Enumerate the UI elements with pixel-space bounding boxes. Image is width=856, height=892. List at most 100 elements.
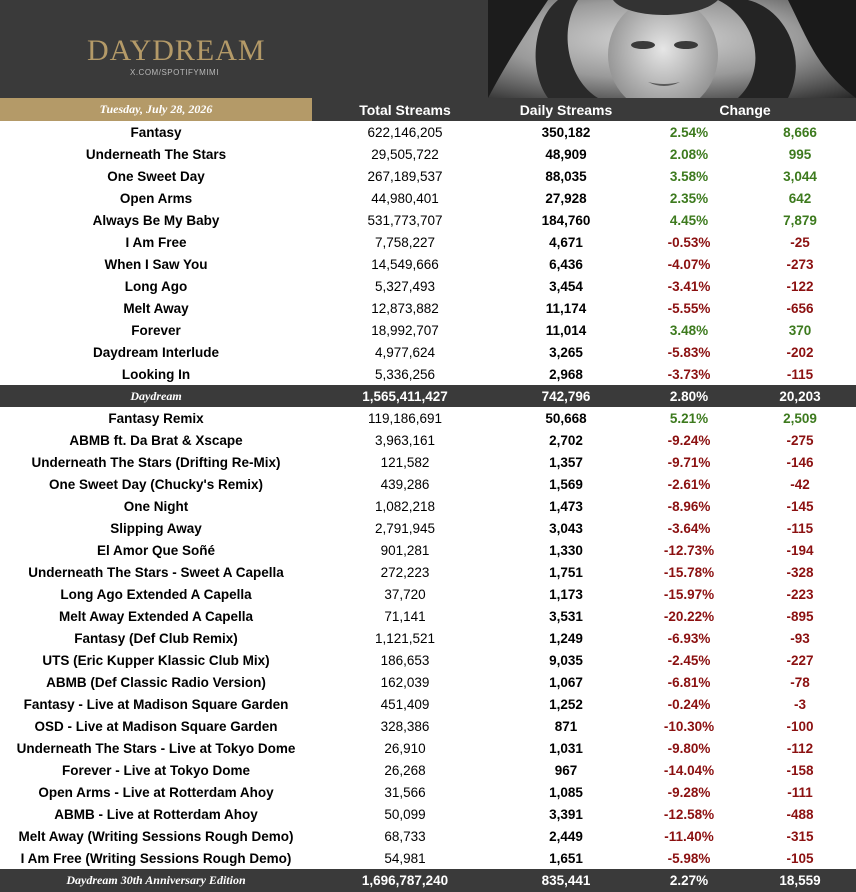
table-row: Underneath The Stars - Live at Tokyo Dom… — [0, 737, 856, 759]
total-streams: 328,386 — [380, 718, 430, 734]
daily-streams: 27,928 — [545, 190, 587, 206]
album-total-row: Daydream 1,565,411,427 742,796 2.80% 20,203 — [0, 385, 856, 407]
table-row: Forever - Live at Tokyo Dome 26,268 967 -14… — [0, 759, 856, 781]
change-value: -3 — [793, 696, 806, 712]
table-row: Melt Away Extended A Capella 71,141 3,531 -… — [0, 605, 856, 627]
change-value: 18,559 — [779, 872, 821, 888]
track-name: Long Ago — [124, 278, 188, 294]
track-name: One Sweet Day (Chucky's Remix) — [48, 476, 264, 492]
total-streams: 901,281 — [380, 542, 430, 558]
daily-streams: 2,968 — [549, 366, 583, 382]
col-daily-streams: Daily Streams — [519, 101, 613, 118]
table-row: One Sweet Day (Chucky's Remix) 439,286 1,5… — [0, 473, 856, 495]
change-percent: -6.93% — [667, 630, 711, 646]
daily-streams: 1,031 — [549, 740, 583, 756]
track-name: Fantasy Remix — [108, 410, 204, 426]
total-streams: 68,733 — [384, 828, 426, 844]
track-name: Always Be My Baby — [92, 212, 220, 228]
daily-streams: 2,702 — [549, 432, 583, 448]
track-name: ABMB - Live at Rotterdam Ahoy — [54, 806, 258, 822]
table-row: I Am Free 7,758,227 4,671 -0.53% -25 — [0, 231, 856, 253]
track-name: Melt Away Extended A Capella — [58, 608, 254, 624]
change-value: -328 — [786, 564, 814, 580]
change-percent: -0.24% — [667, 696, 711, 712]
total-streams: 12,873,882 — [371, 300, 439, 316]
track-name: When I Saw You — [104, 256, 208, 272]
track-name: Daydream 30th Anniversary Edition — [66, 872, 246, 887]
track-name: Melt Away (Writing Sessions Rough Demo) — [18, 828, 294, 844]
table-row: One Sweet Day 267,189,537 88,035 3.58% 3,044 — [0, 165, 856, 187]
change-value: -122 — [786, 278, 814, 294]
track-name: OSD - Live at Madison Square Garden — [34, 718, 278, 734]
change-percent: -8.96% — [667, 498, 711, 514]
change-percent: -2.45% — [667, 652, 711, 668]
change-percent: 5.21% — [669, 410, 709, 426]
daily-streams: 6,436 — [549, 256, 583, 272]
daily-streams: 3,454 — [549, 278, 583, 294]
table-row: One Night 1,082,218 1,473 -8.96% -145 — [0, 495, 856, 517]
change-value: -158 — [786, 762, 814, 778]
change-value: -223 — [786, 586, 814, 602]
daily-streams: 1,651 — [549, 850, 583, 866]
table-row: ABMB ft. Da Brat & Xscape 3,963,161 2,702 -… — [0, 429, 856, 451]
track-name: ABMB ft. Da Brat & Xscape — [69, 432, 243, 448]
total-streams: 4,977,624 — [374, 344, 436, 360]
col-change: Change — [719, 101, 771, 118]
change-percent: 2.27% — [669, 872, 709, 888]
change-value: -273 — [786, 256, 814, 272]
change-percent: 2.80% — [669, 388, 709, 404]
track-name: Daydream Interlude — [92, 344, 220, 360]
daily-streams: 184,760 — [541, 212, 591, 228]
total-streams: 5,327,493 — [374, 278, 436, 294]
change-value: 8,666 — [783, 124, 817, 140]
change-percent: 4.45% — [669, 212, 709, 228]
track-name: One Sweet Day — [107, 168, 205, 184]
daily-streams: 1,252 — [549, 696, 583, 712]
change-value: -488 — [786, 806, 814, 822]
daily-streams: 3,531 — [549, 608, 583, 624]
table-row: Fantasy - Live at Madison Square Garden 4… — [0, 693, 856, 715]
track-name: Underneath The Stars - Sweet A Capella — [28, 564, 284, 580]
track-name: Forever — [131, 322, 181, 338]
change-value: -111 — [787, 784, 813, 800]
daily-streams: 2,449 — [549, 828, 583, 844]
change-percent: -12.58% — [663, 806, 715, 822]
table-row: Always Be My Baby 531,773,707 184,760 4.45%… — [0, 209, 856, 231]
total-streams: 272,223 — [380, 564, 430, 580]
table-row: Daydream Interlude 4,977,624 3,265 -5.83% -2… — [0, 341, 856, 363]
change-percent: -3.73% — [667, 366, 711, 382]
total-streams: 3,963,161 — [374, 432, 436, 448]
track-name: I Am Free (Writing Sessions Rough Demo) — [20, 850, 292, 866]
change-value: -112 — [786, 740, 814, 756]
change-percent: 2.54% — [669, 124, 709, 140]
change-percent: -9.28% — [667, 784, 711, 800]
change-value: 7,879 — [783, 212, 817, 228]
total-streams: 1,696,787,240 — [361, 872, 449, 888]
change-percent: -5.83% — [667, 344, 711, 360]
brand-subtitle: X.COM/SPOTIFYMIMI — [130, 68, 219, 77]
total-streams: 622,146,205 — [367, 124, 443, 140]
total-streams: 162,039 — [380, 674, 430, 690]
track-name: Long Ago Extended A Capella — [60, 586, 252, 602]
table-row: Underneath The Stars (Drifting Re-Mix) 12… — [0, 451, 856, 473]
change-percent: -9.71% — [667, 454, 711, 470]
change-value: -93 — [790, 630, 810, 646]
daily-streams: 1,473 — [549, 498, 583, 514]
total-streams: 26,268 — [384, 762, 426, 778]
daily-streams: 9,035 — [549, 652, 583, 668]
artist-portrait — [488, 0, 856, 98]
table-row: When I Saw You 14,549,666 6,436 -4.07% -273 — [0, 253, 856, 275]
daily-streams: 1,330 — [549, 542, 583, 558]
change-percent: -5.98% — [667, 850, 711, 866]
table-row: Underneath The Stars - Sweet A Capella 27… — [0, 561, 856, 583]
table-row: I Am Free (Writing Sessions Rough Demo) 5… — [0, 847, 856, 869]
total-streams: 50,099 — [384, 806, 426, 822]
track-name: I Am Free — [125, 234, 187, 250]
track-name: Underneath The Stars — [85, 146, 227, 162]
daily-streams: 967 — [554, 762, 578, 778]
change-value: 20,203 — [779, 388, 821, 404]
change-value: -202 — [786, 344, 814, 360]
track-name: Open Arms — [119, 190, 193, 206]
table-row: Underneath The Stars 29,505,722 48,909 2.08… — [0, 143, 856, 165]
total-streams: 439,286 — [380, 476, 430, 492]
